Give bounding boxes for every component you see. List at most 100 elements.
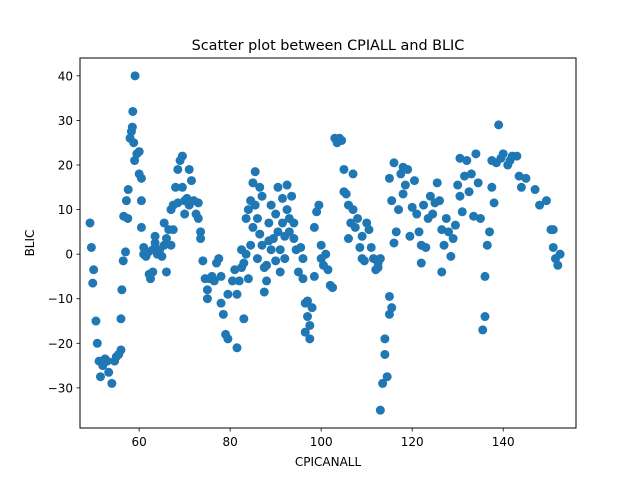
data-point bbox=[548, 225, 558, 235]
data-point bbox=[489, 198, 499, 208]
data-point bbox=[412, 209, 422, 219]
data-point bbox=[148, 267, 158, 277]
data-point bbox=[450, 220, 460, 230]
data-point bbox=[252, 254, 262, 264]
data-point bbox=[353, 213, 363, 223]
data-point bbox=[216, 298, 226, 308]
data-point bbox=[223, 289, 233, 299]
data-point bbox=[364, 225, 374, 235]
data-point bbox=[232, 289, 242, 299]
data-point bbox=[136, 222, 146, 232]
data-point bbox=[419, 200, 429, 210]
data-point bbox=[177, 151, 187, 161]
data-point bbox=[177, 182, 187, 192]
data-point bbox=[264, 218, 274, 228]
data-point bbox=[530, 185, 540, 195]
data-point bbox=[469, 211, 479, 221]
data-point bbox=[348, 205, 358, 215]
data-point bbox=[421, 242, 431, 252]
data-point bbox=[355, 242, 365, 252]
data-point bbox=[416, 258, 426, 268]
data-point bbox=[262, 260, 272, 270]
data-point bbox=[273, 227, 283, 237]
data-point bbox=[328, 283, 338, 293]
data-point bbox=[259, 287, 269, 297]
data-point bbox=[248, 178, 258, 188]
data-point bbox=[341, 189, 351, 199]
data-point bbox=[480, 271, 490, 281]
data-point bbox=[555, 249, 565, 259]
data-point bbox=[455, 191, 465, 201]
data-point bbox=[482, 240, 492, 250]
data-point bbox=[209, 276, 219, 286]
data-point bbox=[512, 151, 522, 161]
y-axis-label: BLIC bbox=[23, 230, 37, 257]
data-point bbox=[239, 314, 249, 324]
data-point bbox=[298, 274, 308, 284]
y-tick-label: 0 bbox=[65, 248, 73, 262]
data-point bbox=[88, 278, 98, 288]
x-axis-label: CPICANALL bbox=[295, 455, 362, 469]
data-point bbox=[121, 196, 131, 206]
data-point bbox=[548, 242, 558, 252]
data-point bbox=[223, 334, 233, 344]
data-point bbox=[307, 303, 317, 313]
data-point bbox=[407, 202, 417, 212]
data-point bbox=[118, 256, 128, 266]
data-point bbox=[446, 251, 456, 261]
data-point bbox=[293, 267, 303, 277]
data-point bbox=[460, 171, 470, 181]
data-point bbox=[309, 271, 319, 281]
data-point bbox=[280, 254, 290, 264]
data-point bbox=[193, 213, 203, 223]
data-point bbox=[266, 245, 276, 255]
data-point bbox=[357, 231, 367, 241]
data-point bbox=[366, 242, 376, 252]
data-point bbox=[425, 191, 435, 201]
data-point bbox=[193, 198, 203, 208]
data-point bbox=[339, 164, 349, 174]
data-point bbox=[255, 182, 265, 192]
data-point bbox=[234, 276, 244, 286]
data-point bbox=[216, 271, 226, 281]
data-point bbox=[475, 213, 485, 223]
data-point bbox=[457, 207, 467, 217]
data-point bbox=[464, 187, 474, 197]
data-point bbox=[241, 249, 251, 259]
data-point bbox=[186, 176, 196, 186]
y-tick-label: −20 bbox=[48, 337, 73, 351]
data-point bbox=[159, 218, 169, 228]
data-point bbox=[282, 180, 292, 190]
data-point bbox=[350, 222, 360, 232]
data-point bbox=[441, 213, 451, 223]
data-point bbox=[250, 167, 260, 177]
data-point bbox=[157, 251, 167, 261]
data-point bbox=[275, 267, 285, 277]
data-point bbox=[303, 312, 313, 322]
data-point bbox=[437, 267, 447, 277]
data-point bbox=[136, 173, 146, 183]
data-point bbox=[128, 106, 138, 116]
data-point bbox=[387, 196, 397, 206]
x-ticks-layer: 60 80 100 120 140 bbox=[132, 428, 515, 449]
data-point bbox=[432, 178, 442, 188]
data-point bbox=[262, 276, 272, 286]
data-point bbox=[389, 238, 399, 248]
data-point bbox=[86, 242, 96, 252]
data-point bbox=[287, 191, 297, 201]
data-point bbox=[168, 225, 178, 235]
data-point bbox=[252, 213, 262, 223]
data-point bbox=[314, 200, 324, 210]
data-point bbox=[321, 249, 331, 259]
y-tick-label: 20 bbox=[58, 158, 73, 172]
data-point bbox=[400, 180, 410, 190]
data-point bbox=[439, 240, 449, 250]
data-point bbox=[521, 173, 531, 183]
data-point bbox=[337, 135, 347, 145]
data-point bbox=[271, 256, 281, 266]
x-tick-label: 100 bbox=[310, 435, 333, 449]
data-point bbox=[255, 229, 265, 239]
data-point bbox=[398, 189, 408, 199]
